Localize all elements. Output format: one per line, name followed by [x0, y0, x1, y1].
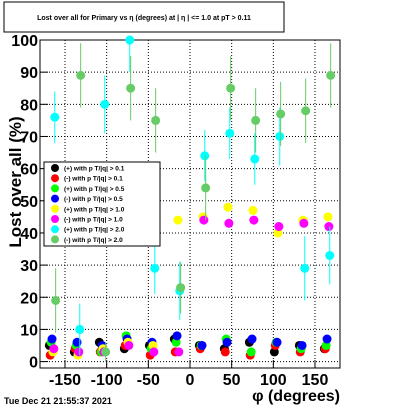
y-tick-label: 30 — [20, 258, 38, 275]
x-tick-label: 150 — [302, 372, 329, 389]
data-point — [47, 334, 57, 344]
data-point — [100, 99, 110, 109]
chart-title: Lost over all for Primary vs η (degrees)… — [37, 15, 251, 22]
legend-label: (-) with p T/|q| > 2.0 — [64, 237, 123, 244]
data-point — [297, 340, 307, 350]
data-point — [101, 347, 111, 357]
data-point — [251, 115, 261, 125]
y-tick-label: 50 — [20, 194, 38, 211]
data-point — [322, 334, 332, 344]
legend-label: (-) with p T/|q| > 1.0 — [64, 217, 123, 224]
data-point — [50, 112, 60, 122]
data-point — [75, 324, 85, 334]
data-point — [249, 215, 259, 225]
data-point — [124, 340, 134, 350]
legend-marker — [51, 194, 59, 203]
legend-marker — [51, 204, 59, 213]
data-point — [250, 154, 260, 164]
legend-box — [43, 161, 161, 247]
data-point — [125, 35, 135, 45]
legend-marker — [51, 215, 59, 223]
data-point — [274, 222, 284, 232]
legend-label: (+) with p T/|q| > 2.0 — [64, 227, 125, 234]
data-point — [225, 128, 235, 138]
data-point — [200, 151, 210, 161]
data-point — [272, 337, 282, 347]
data-point — [300, 263, 310, 273]
y-tick-label: 90 — [20, 65, 38, 82]
legend-label: (+) with p T/|q| > 0.5 — [64, 186, 125, 193]
data-point — [226, 83, 236, 93]
y-tick-label: 80 — [20, 97, 38, 114]
data-point — [74, 347, 84, 357]
x-tick-label: 50 — [223, 372, 241, 389]
data-point — [220, 347, 230, 357]
data-point — [176, 283, 186, 293]
data-point — [276, 109, 286, 119]
y-tick-label: 70 — [20, 129, 38, 146]
legend-marker — [51, 164, 59, 172]
data-point — [49, 344, 59, 354]
data-point — [223, 202, 233, 212]
legend-marker — [51, 225, 59, 234]
data-point — [222, 337, 232, 347]
title-box — [3, 1, 285, 33]
data-point — [301, 106, 311, 116]
data-point — [201, 183, 211, 193]
data-point — [126, 83, 136, 93]
data-point — [173, 215, 183, 225]
data-point — [275, 131, 285, 141]
legend-label: (+) with p T/|q| > 1.0 — [64, 206, 125, 213]
y-tick-label: 20 — [20, 290, 38, 307]
x-tick-label: -100 — [91, 372, 123, 389]
data-point — [199, 215, 209, 225]
data-point — [323, 212, 333, 222]
data-point — [174, 347, 184, 357]
y-tick-label: 10 — [20, 322, 38, 339]
data-point — [224, 218, 234, 228]
y-tick-label: 100 — [11, 33, 38, 50]
data-point — [197, 340, 207, 350]
y-tick-label: 40 — [20, 226, 38, 243]
x-tick-label: -150 — [49, 372, 81, 389]
x-tick-label: 100 — [260, 372, 287, 389]
data-point — [51, 295, 61, 305]
legend-marker — [51, 174, 59, 183]
x-axis-label: φ (degrees) — [252, 388, 340, 405]
legend-label: (-) with p T/|q| > 0.1 — [64, 176, 123, 183]
legend-marker — [51, 235, 59, 244]
y-tick-label: 0 — [29, 355, 38, 372]
data-point — [151, 115, 161, 125]
x-tick-label: 0 — [186, 372, 195, 389]
data-point — [326, 70, 336, 80]
data-point — [247, 334, 257, 344]
legend-label: (-) with p T/|q| > 0.5 — [64, 196, 123, 203]
data-point — [325, 250, 335, 260]
timestamp: Tue Dec 21 21:55:37 2021 — [4, 396, 112, 406]
y-tick-label: 60 — [20, 162, 38, 179]
data-point — [150, 263, 160, 273]
legend-label: (+) with p T/|q| > 0.1 — [64, 166, 125, 173]
legend-marker — [51, 184, 59, 193]
y-axis-label: Lost over all (%) — [6, 116, 25, 247]
x-tick-label: -50 — [137, 372, 160, 389]
data-point — [76, 70, 86, 80]
data-point — [149, 347, 159, 357]
data-point — [299, 218, 309, 228]
data-point — [248, 205, 258, 215]
data-point — [172, 331, 182, 341]
data-point — [324, 222, 334, 232]
data-point — [246, 347, 256, 357]
